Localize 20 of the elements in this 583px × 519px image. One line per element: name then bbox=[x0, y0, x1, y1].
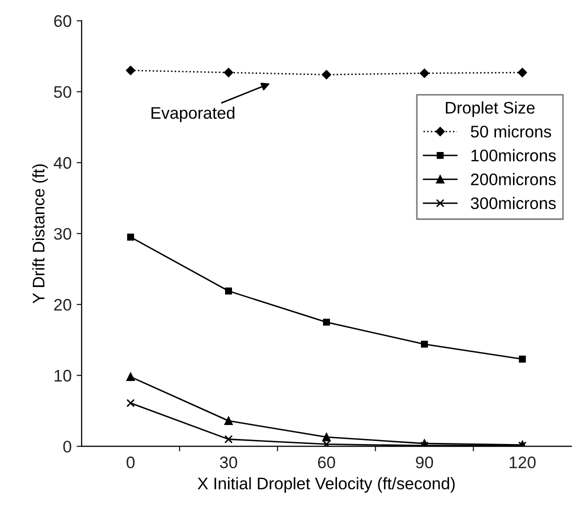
x-tick-label: 0 bbox=[126, 456, 135, 468]
y-tick-label: 50 bbox=[54, 86, 72, 98]
legend-label: 100microns bbox=[471, 149, 556, 162]
legend-label: 50 microns bbox=[470, 125, 552, 138]
y-tick-label: 30 bbox=[54, 228, 72, 240]
x-tick-label: 90 bbox=[416, 456, 434, 468]
x-tick-label: 60 bbox=[318, 456, 336, 468]
y-tick-label: 40 bbox=[54, 157, 72, 169]
y-axis-title: Y Drift Distance (ft) bbox=[32, 164, 48, 304]
annotation: Evaporated bbox=[152, 106, 234, 122]
y-tick-label: 0 bbox=[63, 440, 72, 453]
x-tick-label: 120 bbox=[510, 456, 536, 468]
x-axis-title: X Initial Droplet Velocity (ft/second) bbox=[198, 477, 455, 493]
legend-label: 300microns bbox=[470, 196, 556, 210]
x-tick-label: 30 bbox=[220, 456, 238, 468]
y-tick-label: 20 bbox=[54, 298, 72, 311]
y-tick-label: 10 bbox=[54, 370, 72, 382]
legend-title: Droplet Size bbox=[446, 101, 535, 117]
y-tick-label: 60 bbox=[54, 15, 72, 27]
legend-label: 200microns bbox=[471, 173, 556, 186]
